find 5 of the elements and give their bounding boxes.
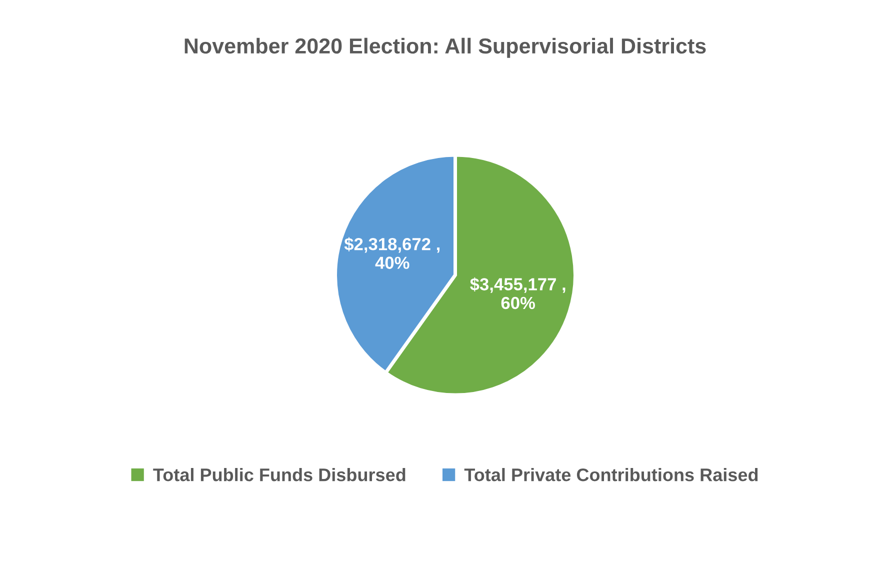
legend-label: Total Public Funds Disbursed <box>153 468 406 482</box>
legend-label: Total Private Contributions Raised <box>464 468 758 482</box>
data-label: $3,455,177 , 60% <box>470 277 566 310</box>
chart-title: November 2020 Election: All Supervisorial Districts <box>184 38 706 58</box>
data-label: $2,318,672 , 40% <box>344 237 440 269</box>
